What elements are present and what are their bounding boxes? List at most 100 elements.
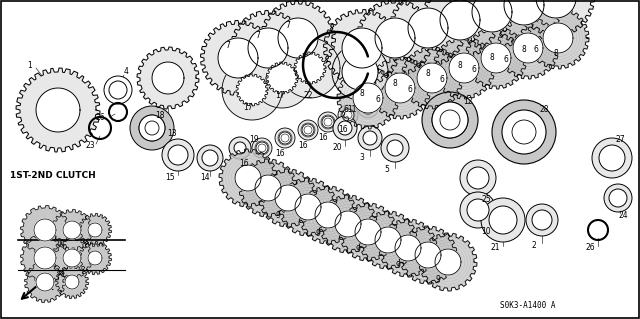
Polygon shape <box>36 88 80 132</box>
Circle shape <box>109 81 127 99</box>
Text: 8: 8 <box>458 61 462 70</box>
Polygon shape <box>152 62 184 94</box>
Text: 6: 6 <box>344 106 348 115</box>
Circle shape <box>333 116 357 140</box>
Text: 19: 19 <box>249 136 259 145</box>
Polygon shape <box>395 235 421 261</box>
Text: 12: 12 <box>463 98 473 107</box>
Circle shape <box>304 126 312 134</box>
Text: 6: 6 <box>408 85 412 94</box>
Circle shape <box>467 199 489 221</box>
Circle shape <box>279 132 291 144</box>
Circle shape <box>481 198 525 242</box>
Circle shape <box>281 134 289 142</box>
Text: 27: 27 <box>615 136 625 145</box>
Polygon shape <box>399 226 457 284</box>
Circle shape <box>229 137 251 159</box>
Circle shape <box>363 131 377 145</box>
Circle shape <box>275 128 295 148</box>
Text: 21: 21 <box>490 243 500 253</box>
Polygon shape <box>335 211 361 237</box>
Circle shape <box>338 121 352 135</box>
Polygon shape <box>51 210 93 250</box>
Polygon shape <box>497 17 559 79</box>
Text: 9: 9 <box>436 276 440 285</box>
Text: 8: 8 <box>490 53 494 62</box>
Polygon shape <box>218 38 258 78</box>
Polygon shape <box>63 249 81 267</box>
Text: 8: 8 <box>426 69 430 78</box>
Text: 20: 20 <box>332 144 342 152</box>
Circle shape <box>364 104 372 112</box>
Text: 24: 24 <box>618 211 628 220</box>
Text: 28: 28 <box>540 106 548 115</box>
Circle shape <box>526 204 558 236</box>
Circle shape <box>230 50 246 66</box>
Polygon shape <box>275 185 301 211</box>
Circle shape <box>387 140 403 156</box>
Circle shape <box>40 92 76 128</box>
Circle shape <box>197 145 223 171</box>
Polygon shape <box>222 60 282 120</box>
Circle shape <box>258 144 266 152</box>
Text: 7: 7 <box>225 41 230 50</box>
Polygon shape <box>299 186 357 244</box>
Circle shape <box>202 150 218 166</box>
Polygon shape <box>294 52 326 84</box>
Polygon shape <box>279 178 337 236</box>
Polygon shape <box>504 0 544 25</box>
Circle shape <box>422 92 478 148</box>
Polygon shape <box>236 74 268 106</box>
Polygon shape <box>259 169 317 227</box>
Polygon shape <box>79 213 111 247</box>
Text: 17: 17 <box>275 92 285 100</box>
Polygon shape <box>260 1 335 76</box>
Circle shape <box>278 131 292 145</box>
Polygon shape <box>235 165 261 191</box>
Circle shape <box>104 76 132 104</box>
Circle shape <box>361 101 375 115</box>
Polygon shape <box>295 194 321 220</box>
Polygon shape <box>369 57 431 119</box>
Text: 6: 6 <box>534 46 538 55</box>
Polygon shape <box>34 247 56 269</box>
Polygon shape <box>20 205 70 255</box>
Circle shape <box>432 102 468 138</box>
Text: 23: 23 <box>85 142 95 151</box>
Polygon shape <box>342 28 382 68</box>
Polygon shape <box>401 47 463 109</box>
Circle shape <box>130 106 174 150</box>
Circle shape <box>338 105 358 125</box>
Text: 3: 3 <box>360 153 364 162</box>
Circle shape <box>222 42 254 74</box>
Text: 8: 8 <box>522 46 526 55</box>
Text: 16: 16 <box>338 125 348 135</box>
Polygon shape <box>219 149 277 207</box>
Text: 6: 6 <box>376 95 380 105</box>
Text: 26: 26 <box>585 243 595 253</box>
Polygon shape <box>200 20 275 95</box>
Polygon shape <box>36 273 54 291</box>
Text: 4: 4 <box>124 68 129 77</box>
Polygon shape <box>408 8 448 48</box>
Circle shape <box>139 115 165 141</box>
Polygon shape <box>337 67 399 129</box>
Text: 7: 7 <box>285 21 291 31</box>
Circle shape <box>252 32 284 64</box>
Polygon shape <box>248 28 288 68</box>
Circle shape <box>381 134 409 162</box>
Circle shape <box>358 126 382 150</box>
Circle shape <box>234 142 246 154</box>
Polygon shape <box>513 33 543 63</box>
Text: 9: 9 <box>396 262 401 271</box>
Polygon shape <box>375 18 415 58</box>
Polygon shape <box>419 233 477 291</box>
Circle shape <box>489 206 517 234</box>
Circle shape <box>599 145 625 171</box>
Polygon shape <box>379 219 437 277</box>
Text: 25: 25 <box>481 196 491 204</box>
Text: 18: 18 <box>156 112 164 121</box>
Polygon shape <box>355 219 381 245</box>
Circle shape <box>324 118 332 126</box>
Polygon shape <box>518 0 595 36</box>
